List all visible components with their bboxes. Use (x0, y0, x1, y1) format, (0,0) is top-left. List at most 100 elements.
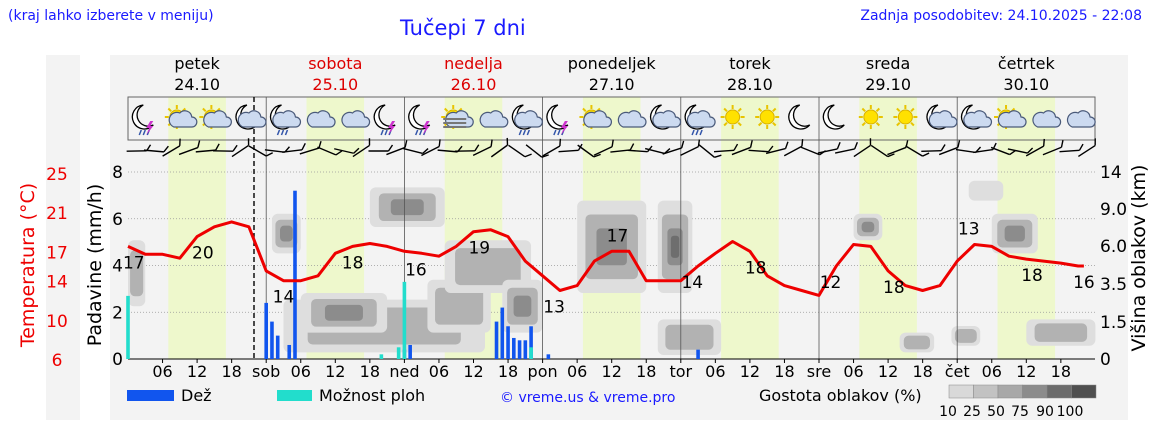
cloud-icon (306, 110, 336, 128)
rain-bar (408, 344, 412, 359)
wind-barb (559, 138, 562, 147)
sun-cloud-icon (164, 105, 198, 129)
y-temp-tick-label: 25 (46, 165, 68, 185)
rain-bar (529, 326, 533, 359)
rain-drop (414, 129, 419, 136)
wind-shaft (317, 146, 337, 156)
wind-barb (733, 143, 739, 151)
wind-barb (438, 139, 441, 147)
wind-shaft (748, 149, 769, 153)
rain-bar (512, 337, 516, 359)
sun-ray (896, 121, 901, 127)
wind-barb (836, 141, 841, 150)
wind-shaft (1059, 149, 1080, 153)
cloud-layer (130, 250, 144, 297)
y-right-tick-label: 3.5 (1100, 275, 1127, 295)
cloud-layer (1004, 225, 1025, 242)
wind-arrow (765, 141, 789, 155)
wind-arrow (317, 146, 343, 156)
wind-arrow (1042, 140, 1064, 156)
day-name: torek (729, 54, 771, 73)
moon-cloud-icon (650, 104, 682, 130)
wind-barb (541, 154, 549, 158)
wind-barb (1009, 149, 1017, 156)
wind-arrow (834, 141, 859, 154)
rain-bar (275, 335, 280, 359)
rain-drop (553, 129, 557, 136)
wind-arrow (454, 144, 480, 152)
sun-ray (737, 121, 742, 127)
x-tick-label: čet (945, 362, 970, 381)
day-name: sobota (308, 54, 362, 73)
wind-barb (524, 153, 532, 158)
wind-shaft (178, 146, 199, 156)
daylight-band (721, 97, 779, 359)
temperature-label: 13 (543, 297, 565, 317)
sun-cloud-icon (994, 105, 1027, 129)
legend-density-swatch (1046, 384, 1072, 399)
wind-shaft (1025, 145, 1045, 157)
legend-showers-swatch (277, 390, 312, 401)
wind-arrow (783, 139, 804, 157)
wind-barb (506, 137, 509, 146)
x-tick-label: 12 (463, 362, 483, 381)
wind-arrow (213, 144, 238, 152)
cloud-icon (341, 110, 371, 128)
wind-barb (215, 143, 220, 151)
cloud-shape (203, 110, 232, 128)
rain-drop (384, 129, 388, 136)
wind-arrow (231, 138, 250, 158)
cloud-shape (617, 110, 647, 128)
cloud-shape (272, 110, 301, 128)
showers-bar (529, 347, 533, 359)
wind-arrow (698, 144, 722, 158)
wind-barb (1060, 140, 1064, 148)
rain-drop (695, 129, 699, 136)
legend-rain-swatch (127, 390, 174, 401)
wind-barb (474, 144, 480, 152)
y-right-tick-label: 6.0 (1100, 237, 1127, 257)
legend-density-step: 100 (1057, 404, 1084, 420)
wind-arrow (680, 139, 701, 157)
wind-arrow (610, 143, 635, 153)
menu-hint[interactable]: (kraj lahko izberete v meniju) (8, 8, 214, 24)
legend-density-swatch (1071, 384, 1097, 399)
wind-shaft (680, 145, 699, 157)
wind-shaft (905, 145, 923, 157)
wind-shaft (645, 147, 665, 155)
sun-ray (167, 107, 172, 113)
sun-ray (875, 107, 881, 113)
sun-ray (875, 121, 881, 127)
temperature-label: 13 (958, 219, 980, 239)
wind-barb (265, 152, 273, 157)
wind-shaft (231, 144, 249, 158)
last-updated: Zadnja posodobitev: 24.10.2025 - 22:08 (860, 8, 1142, 24)
wind-barb (714, 154, 722, 158)
rain-bar (506, 326, 510, 359)
wind-shaft (990, 146, 1010, 156)
wind-arrow (1077, 138, 1096, 158)
wind-barb (887, 153, 895, 158)
wind-shaft (248, 145, 267, 157)
wind-arrow (162, 138, 181, 157)
moon-icon (788, 104, 811, 130)
sun-disc (759, 109, 775, 125)
legend-density-step: 90 (1036, 404, 1054, 420)
legend-density-step: 10 (939, 404, 957, 420)
wind-shaft (765, 147, 786, 155)
wind-arrow (472, 139, 493, 157)
temperature-label: 20 (192, 244, 214, 264)
temperature-label: 18 (342, 253, 364, 273)
x-tick-label: 18 (498, 362, 518, 381)
legend-density-step: 25 (963, 404, 981, 420)
rain-drop (280, 129, 285, 136)
cloud-layer (670, 235, 680, 258)
wind-shaft (593, 146, 613, 156)
cloud-shape (963, 110, 992, 128)
wind-shaft (853, 144, 871, 158)
cloud-shape (1032, 110, 1062, 128)
wind-shaft (627, 149, 648, 153)
y-right-tick-label: 14 (1100, 163, 1122, 183)
wind-shaft (834, 148, 855, 154)
x-tick-label: 12 (878, 362, 898, 381)
